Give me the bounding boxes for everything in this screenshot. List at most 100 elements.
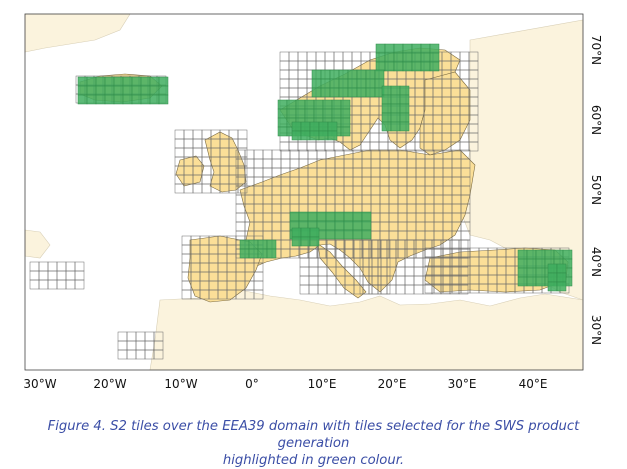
selected-s2-tile [361, 211, 372, 222]
selected-s2-tile [304, 108, 315, 119]
selected-s2-tile [420, 61, 431, 72]
lat-label-40n: 40°N [589, 247, 603, 277]
selected-s2-tile [347, 69, 358, 80]
selected-s2-tile [535, 267, 546, 278]
selected-s2-tile [149, 76, 160, 87]
selected-s2-tile [327, 130, 338, 141]
selected-s2-tile [291, 227, 302, 238]
selected-s2-tile [399, 94, 410, 105]
selected-s2-tile [289, 211, 300, 222]
selected-s2-tile [402, 61, 413, 72]
selected-s2-tile [390, 103, 401, 114]
selected-s2-tile [375, 61, 386, 72]
selected-s2-tile [248, 239, 259, 250]
selected-s2-tile [158, 85, 169, 96]
selected-s2-tile [429, 61, 440, 72]
selected-s2-tile [122, 76, 133, 87]
selected-s2-tile [86, 76, 97, 87]
selected-s2-tile [331, 108, 342, 119]
selected-s2-tile [86, 85, 97, 96]
selected-s2-tile [535, 249, 546, 260]
selected-s2-tile [309, 130, 320, 141]
selected-s2-tile [86, 94, 97, 105]
lat-label-50n: 50°N [589, 175, 603, 205]
selected-s2-tile [295, 99, 306, 110]
selected-s2-tile [381, 121, 392, 132]
selected-s2-tile [77, 94, 88, 105]
selected-s2-tile [399, 121, 410, 132]
selected-s2-tile [309, 236, 320, 247]
land-outside-domain [24, 13, 584, 371]
selected-s2-tile [140, 94, 151, 105]
selected-s2-tile [313, 99, 324, 110]
selected-s2-tile [356, 78, 367, 89]
selected-s2-tile [338, 87, 349, 98]
selected-s2-tile [131, 94, 142, 105]
selected-s2-tile [266, 239, 277, 250]
selected-s2-tile [104, 85, 115, 96]
selected-s2-tile [375, 52, 386, 63]
selected-s2-tile [113, 85, 124, 96]
lon-label-0: 0° [245, 377, 259, 391]
selected-s2-tile [517, 276, 528, 287]
selected-s2-tile [295, 108, 306, 119]
selected-s2-tile [77, 85, 88, 96]
selected-s2-tile [158, 76, 169, 87]
lon-label-10w: 10°W [164, 377, 197, 391]
selected-s2-tile [340, 126, 351, 137]
selected-s2-tile [149, 85, 160, 96]
selected-s2-tile [291, 121, 302, 132]
selected-s2-tile [526, 249, 537, 260]
selected-s2-tile [277, 117, 288, 128]
selected-s2-tile [325, 211, 336, 222]
selected-s2-tile [311, 87, 322, 98]
selected-s2-tile [411, 61, 422, 72]
selected-s2-tile [331, 99, 342, 110]
s2-tile [468, 141, 479, 152]
s2-tile [153, 349, 164, 360]
selected-s2-tile [393, 61, 404, 72]
selected-s2-tile [381, 112, 392, 123]
selected-s2-tile [140, 85, 151, 96]
s2-tile [74, 279, 85, 290]
selected-s2-tile [356, 69, 367, 80]
selected-s2-tile [329, 69, 340, 80]
selected-s2-tile [556, 281, 567, 292]
selected-s2-tile [266, 248, 277, 259]
selected-s2-tile [365, 87, 376, 98]
selected-s2-tile [309, 121, 320, 132]
selected-s2-tile [304, 99, 315, 110]
selected-s2-tile [526, 258, 537, 269]
selected-s2-tile [320, 78, 331, 89]
selected-s2-tile [122, 94, 133, 105]
selected-s2-tile [365, 69, 376, 80]
selected-s2-tile [131, 76, 142, 87]
selected-s2-tile [277, 126, 288, 137]
selected-s2-tile [399, 85, 410, 96]
selected-s2-tile [316, 211, 327, 222]
selected-s2-tile [113, 76, 124, 87]
selected-s2-tile [420, 52, 431, 63]
figure-caption: Figure 4. S2 tiles over the EEA39 domain… [10, 418, 617, 469]
selected-s2-tile [340, 117, 351, 128]
selected-s2-tile [352, 211, 363, 222]
selected-s2-tile [77, 76, 88, 87]
lat-label-70n: 70°N [589, 35, 603, 65]
selected-s2-tile [291, 130, 302, 141]
selected-s2-tile [384, 61, 395, 72]
selected-s2-tile [361, 229, 372, 240]
selected-s2-tile [517, 249, 528, 260]
caption-line-1: Figure 4. S2 tiles over the EEA39 domain… [47, 419, 580, 451]
selected-s2-tile [95, 85, 106, 96]
selected-s2-tile [526, 276, 537, 287]
selected-s2-tile [411, 52, 422, 63]
selected-s2-tile [300, 130, 311, 141]
selected-s2-tile [322, 99, 333, 110]
selected-s2-tile [311, 78, 322, 89]
selected-s2-tile [402, 43, 413, 54]
selected-s2-tile [365, 78, 376, 89]
selected-s2-tile [320, 87, 331, 98]
selected-s2-tile [553, 249, 564, 260]
